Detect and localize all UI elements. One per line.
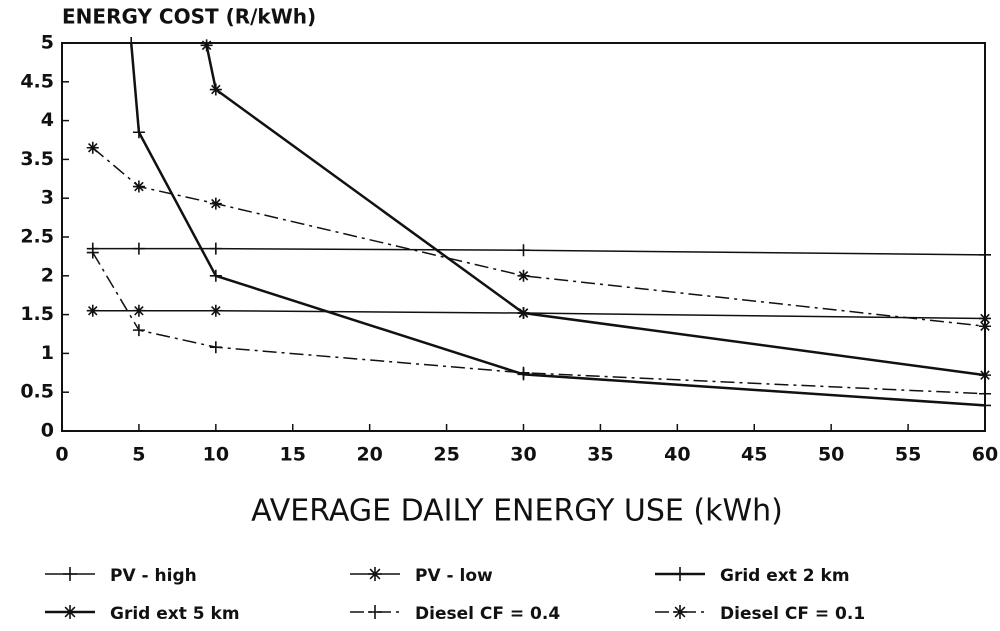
marker [209,197,222,210]
marker [517,244,530,257]
legend-label: Grid ext 5 km [110,604,240,624]
x-tick-label: 50 [818,444,844,466]
y-tick-label: 5 [41,32,54,54]
x-tick-label: 20 [356,444,382,466]
marker [979,320,991,333]
marker [132,180,145,193]
x-tick-label: 30 [510,444,536,466]
marker [132,304,145,317]
y-tick-label: 2.5 [20,226,54,248]
legend-label: Grid ext 2 km [720,566,850,586]
x-tick-label: 0 [55,444,68,466]
marker [209,83,222,96]
marker [132,324,145,337]
legend-label: PV - high [110,566,197,586]
legend-marker [673,605,687,619]
marker [209,341,222,354]
marker [979,387,991,400]
series-line [205,45,986,377]
marker [132,126,145,139]
y-tick-label: 3.5 [20,148,54,170]
y-tick-label: 3 [41,187,54,209]
x-tick-label: 45 [741,444,767,466]
marker [979,399,991,412]
series-line [129,42,986,407]
x-tick-label: 35 [587,444,613,466]
x-tick-label: 60 [972,444,998,466]
marker [209,269,222,282]
legend-marker [368,605,382,619]
y-tick-label: 4 [41,109,54,131]
marker [86,304,99,317]
y-tick-label: 0 [41,420,54,442]
marker [86,246,99,259]
marker [209,304,222,317]
marker [979,369,991,382]
marker [125,37,138,49]
marker [517,366,530,379]
legend-label: Diesel CF = 0.4 [415,604,560,624]
y-tick-label: 1.5 [20,303,54,325]
x-tick-label: 55 [895,444,921,466]
series-line [92,252,986,395]
legend-marker [63,567,77,581]
legend-marker [673,567,687,581]
x-tick-label: 10 [203,444,229,466]
legend-marker [368,567,382,581]
x-tick-label: 25 [433,444,459,466]
x-tick-label: 15 [280,444,306,466]
series-line [92,247,986,256]
legend-marker [63,605,77,619]
y-tick-label: 2 [41,264,54,286]
y-tick-label: 4.5 [20,70,54,92]
x-axis-label: AVERAGE DAILY ENERGY USE (kWh) [251,494,783,529]
legend-label: Diesel CF = 0.1 [720,604,865,624]
marker [979,312,991,325]
legend-label: PV - low [415,566,493,586]
marker [209,242,222,255]
marker [132,242,145,255]
series-line [92,147,986,327]
marker [86,141,99,154]
marker [517,307,530,320]
marker [200,39,213,52]
y-tick-label: 0.5 [20,381,54,403]
marker [979,248,991,261]
y-tick-label: 1 [41,342,54,364]
x-tick-label: 5 [132,444,145,466]
x-tick-label: 40 [664,444,690,466]
marker [517,269,530,282]
chart-title: ENERGY COST (R/kWh) [62,5,316,29]
